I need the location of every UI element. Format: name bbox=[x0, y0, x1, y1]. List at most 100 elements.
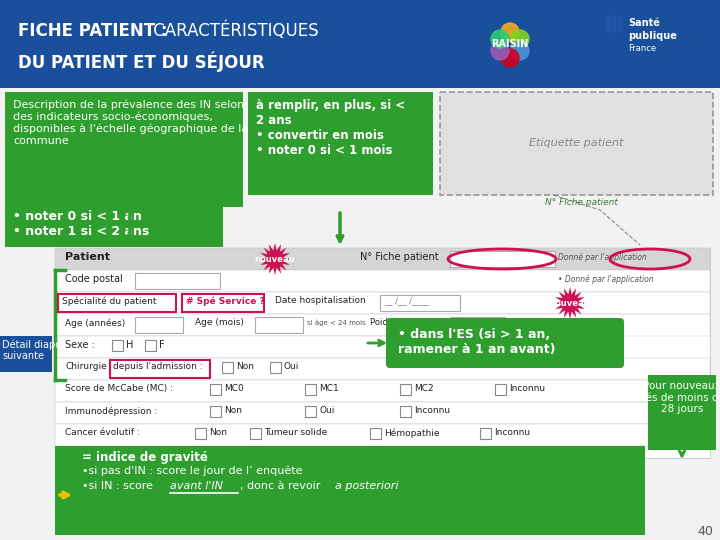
Text: Oui: Oui bbox=[319, 406, 334, 415]
FancyBboxPatch shape bbox=[305, 406, 316, 417]
Text: si âge < 24 mois: si âge < 24 mois bbox=[307, 320, 366, 327]
Text: Hémopathie: Hémopathie bbox=[384, 428, 439, 437]
FancyBboxPatch shape bbox=[55, 402, 710, 424]
FancyBboxPatch shape bbox=[450, 251, 555, 267]
FancyBboxPatch shape bbox=[440, 92, 713, 195]
FancyBboxPatch shape bbox=[5, 204, 223, 247]
Text: Immunodépression :: Immunodépression : bbox=[65, 406, 157, 415]
FancyBboxPatch shape bbox=[0, 0, 720, 88]
Text: Si âge < 20 jours: Si âge < 20 jours bbox=[510, 320, 570, 327]
FancyBboxPatch shape bbox=[380, 295, 460, 311]
FancyBboxPatch shape bbox=[250, 428, 261, 439]
Text: Inconnu: Inconnu bbox=[509, 384, 545, 393]
Text: Score de McCabe (MC) :: Score de McCabe (MC) : bbox=[65, 384, 173, 393]
Text: Age (années): Age (années) bbox=[65, 318, 125, 327]
Circle shape bbox=[612, 22, 616, 26]
Circle shape bbox=[491, 42, 509, 60]
Text: Etiquette patient: Etiquette patient bbox=[528, 138, 624, 148]
FancyBboxPatch shape bbox=[135, 273, 220, 289]
Circle shape bbox=[612, 16, 616, 20]
Text: publique: publique bbox=[628, 31, 677, 41]
Text: avant l'IN: avant l'IN bbox=[170, 481, 223, 491]
Text: Sexe :: Sexe : bbox=[65, 340, 95, 350]
Polygon shape bbox=[259, 243, 291, 275]
Text: Inconnu: Inconnu bbox=[494, 428, 530, 437]
Text: Oui: Oui bbox=[284, 362, 300, 371]
Text: FICHE PATIENT :: FICHE PATIENT : bbox=[18, 22, 168, 40]
Text: # Spé Service ?: # Spé Service ? bbox=[186, 296, 265, 306]
FancyBboxPatch shape bbox=[0, 336, 52, 372]
Text: H: H bbox=[126, 340, 133, 350]
Text: = indice de gravité: = indice de gravité bbox=[82, 451, 208, 464]
Text: Non: Non bbox=[224, 406, 242, 415]
FancyBboxPatch shape bbox=[386, 318, 624, 368]
FancyBboxPatch shape bbox=[210, 384, 221, 395]
Text: France: France bbox=[628, 44, 656, 53]
Text: depuis l'admission :: depuis l'admission : bbox=[113, 362, 202, 371]
FancyBboxPatch shape bbox=[55, 424, 710, 446]
Circle shape bbox=[606, 22, 611, 26]
Circle shape bbox=[618, 28, 622, 32]
Text: F: F bbox=[159, 340, 165, 350]
Text: MC0: MC0 bbox=[224, 384, 244, 393]
Text: Date hospitalisation: Date hospitalisation bbox=[275, 296, 366, 305]
Text: 40: 40 bbox=[697, 525, 713, 538]
Text: N° Fiche patient: N° Fiche patient bbox=[360, 252, 438, 262]
Circle shape bbox=[612, 28, 616, 32]
FancyBboxPatch shape bbox=[55, 248, 710, 270]
FancyBboxPatch shape bbox=[450, 317, 505, 333]
Text: nouveau: nouveau bbox=[549, 299, 590, 307]
FancyBboxPatch shape bbox=[0, 88, 720, 540]
Text: Chirurgie: Chirurgie bbox=[65, 362, 107, 371]
Text: Age (mois): Age (mois) bbox=[195, 318, 244, 327]
FancyBboxPatch shape bbox=[210, 406, 221, 417]
Text: Code postal: Code postal bbox=[65, 274, 122, 284]
Circle shape bbox=[618, 16, 622, 20]
Circle shape bbox=[501, 49, 519, 67]
FancyBboxPatch shape bbox=[270, 362, 281, 373]
Text: Description de la prévalence des IN selon
des indicateurs socio-économiques,
dis: Description de la prévalence des IN selo… bbox=[13, 99, 248, 145]
Polygon shape bbox=[554, 287, 586, 319]
FancyBboxPatch shape bbox=[55, 270, 710, 292]
Text: RAISIN: RAISIN bbox=[491, 39, 528, 49]
FancyBboxPatch shape bbox=[495, 384, 506, 395]
FancyBboxPatch shape bbox=[112, 340, 123, 351]
Text: , donc à revoir: , donc à revoir bbox=[240, 481, 324, 491]
FancyBboxPatch shape bbox=[255, 317, 303, 333]
Text: • noter 0 si < 1 an
• noter 1 si < 2 ans: • noter 0 si < 1 an • noter 1 si < 2 ans bbox=[13, 210, 149, 238]
Text: MC2: MC2 bbox=[414, 384, 433, 393]
Text: Pour nouveaux
nés de moins de
28 jours: Pour nouveaux nés de moins de 28 jours bbox=[639, 381, 720, 414]
Text: •si pas d'IN : score le jour de l’ enquête: •si pas d'IN : score le jour de l’ enquê… bbox=[82, 466, 302, 476]
Text: Détail diapo
suivante: Détail diapo suivante bbox=[2, 339, 61, 361]
Text: • dans l'ES (si > 1 an,
ramener à 1 an avant): • dans l'ES (si > 1 an, ramener à 1 an a… bbox=[398, 328, 556, 356]
FancyBboxPatch shape bbox=[480, 428, 491, 439]
Text: Tumeur solide: Tumeur solide bbox=[264, 428, 328, 437]
FancyBboxPatch shape bbox=[55, 336, 405, 358]
Text: __ /__ /____: __ /__ /____ bbox=[384, 296, 429, 305]
Text: CARACTÉRISTIQUES: CARACTÉRISTIQUES bbox=[148, 22, 319, 40]
Circle shape bbox=[491, 30, 509, 48]
FancyBboxPatch shape bbox=[135, 317, 183, 333]
FancyBboxPatch shape bbox=[55, 314, 710, 336]
FancyBboxPatch shape bbox=[55, 380, 710, 402]
FancyBboxPatch shape bbox=[145, 340, 156, 351]
Text: Non: Non bbox=[236, 362, 254, 371]
Circle shape bbox=[606, 28, 611, 32]
FancyBboxPatch shape bbox=[400, 406, 411, 417]
Text: Santé: Santé bbox=[628, 18, 660, 28]
Text: • Donné par l'application: • Donné par l'application bbox=[558, 274, 654, 284]
Text: Spécialité du patient: Spécialité du patient bbox=[62, 296, 156, 306]
Text: Inconnu: Inconnu bbox=[414, 406, 450, 415]
Circle shape bbox=[618, 22, 622, 26]
Text: à remplir, en plus, si <
2 ans
• convertir en mois
• noter 0 si < 1 mois: à remplir, en plus, si < 2 ans • convert… bbox=[256, 99, 405, 157]
FancyBboxPatch shape bbox=[55, 248, 710, 458]
Text: nouveau: nouveau bbox=[255, 254, 295, 264]
Text: Non: Non bbox=[209, 428, 227, 437]
Circle shape bbox=[511, 42, 529, 60]
FancyBboxPatch shape bbox=[248, 92, 433, 195]
Circle shape bbox=[606, 16, 611, 20]
Text: a posteriori: a posteriori bbox=[335, 481, 398, 491]
FancyBboxPatch shape bbox=[400, 384, 411, 395]
FancyBboxPatch shape bbox=[648, 375, 716, 450]
FancyBboxPatch shape bbox=[370, 428, 381, 439]
